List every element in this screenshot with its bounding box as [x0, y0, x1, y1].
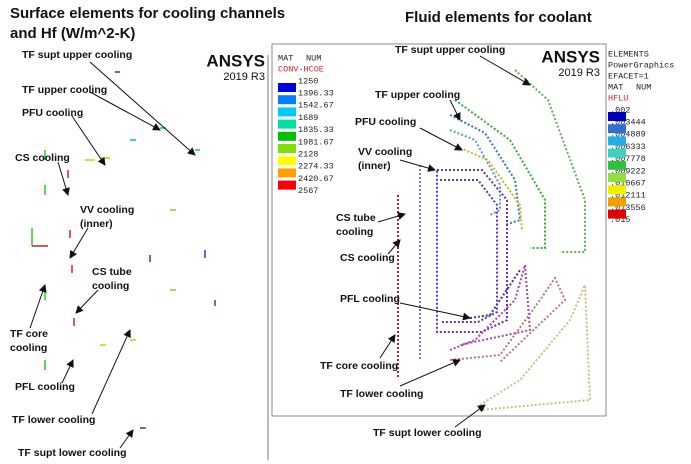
legend-swatch — [278, 181, 296, 190]
legend-title: HFLU — [608, 93, 628, 103]
legend-value: 1689 — [298, 113, 318, 123]
legend-header: PowerGraphics — [608, 60, 674, 70]
legend-value: 1250 — [298, 76, 318, 86]
legend-swatch — [278, 120, 296, 129]
legend-value: 2128 — [298, 149, 318, 159]
callout-label: PFL cooling — [340, 293, 400, 305]
callout-label: TF supt upper cooling — [22, 49, 132, 61]
legend-swatch — [278, 144, 296, 153]
callout-label: VV cooling — [80, 204, 134, 216]
legend-swatch — [608, 136, 626, 145]
legend-swatch — [278, 168, 296, 177]
panel-title: Fluid elements for coolant — [405, 9, 592, 26]
callout-label: CS tube — [92, 266, 132, 278]
legend-value: 1981.67 — [298, 137, 334, 147]
legend-swatch — [278, 107, 296, 116]
callout-label: cooling — [336, 226, 373, 238]
callout-label: CS cooling — [340, 252, 395, 264]
callout-arrow — [76, 290, 98, 313]
callout-label: TF supt upper cooling — [395, 44, 505, 56]
panel-title: Surface elements for cooling channels — [10, 5, 285, 22]
callout-label: (inner) — [358, 160, 391, 172]
figure: Surface elements for cooling channels and… — [0, 0, 691, 464]
legend-header: EFACET=1 — [608, 71, 649, 81]
callout-arrow — [378, 214, 405, 222]
legend-value: 1396.33 — [298, 88, 334, 98]
callout-label: CS cooling — [15, 152, 70, 164]
legend-swatch — [608, 173, 626, 182]
callout-label: (inner) — [80, 218, 113, 230]
callout-arrow — [30, 285, 45, 328]
legend-header: MAT — [608, 82, 623, 92]
callout-arrow — [72, 116, 105, 165]
legend-value: 1835.33 — [298, 125, 334, 135]
ansys-version: 2019 R3 — [223, 71, 265, 83]
legend-value: 2420.67 — [298, 174, 334, 184]
ansys-version: 2019 R3 — [558, 67, 600, 79]
callout-arrow — [62, 360, 73, 383]
ansys-logo: ANSYS — [206, 51, 265, 70]
ansys-logo: ANSYS — [541, 47, 600, 66]
callout-label: TF core — [10, 328, 48, 340]
legend-swatch — [278, 156, 296, 165]
callout-arrow — [90, 92, 160, 130]
legend-value: 2567 — [298, 186, 318, 196]
legend-swatch — [278, 132, 296, 141]
legend-header: ELEMENTS — [608, 49, 649, 59]
legend-header: NUM — [636, 82, 651, 92]
callout-label: PFU cooling — [355, 116, 416, 128]
callout-label: CS tube — [336, 212, 376, 224]
legend-swatch — [608, 197, 626, 206]
legend-swatch — [608, 210, 626, 219]
callout-label: cooling — [10, 342, 47, 354]
legend-swatch — [278, 83, 296, 92]
legend-header: NUM — [306, 53, 321, 63]
legend-title: CONV-HCOE — [278, 64, 324, 74]
callout-arrow — [400, 160, 435, 170]
callout-label: TF lower cooling — [340, 388, 423, 400]
legend-value: 1542.67 — [298, 101, 334, 111]
callout-label: PFL cooling — [15, 381, 75, 393]
callout-label: PFU cooling — [22, 107, 83, 119]
callout-label: TF supt lower cooling — [18, 447, 127, 459]
legend-swatch — [608, 161, 626, 170]
callout-label: TF supt lower cooling — [373, 427, 482, 439]
figure-canvas: Surface elements for cooling channels and… — [0, 0, 691, 464]
callout-label: TF upper cooling — [375, 89, 460, 101]
callout-label: VV cooling — [358, 146, 412, 158]
callout-arrow — [400, 360, 460, 386]
right-mesh — [398, 70, 590, 410]
legend-swatch — [608, 185, 626, 194]
callout-arrow — [400, 303, 470, 318]
legend-swatch — [608, 124, 626, 133]
callout-label: TF lower cooling — [12, 414, 95, 426]
callout-arrow — [480, 56, 530, 85]
callout-arrow — [70, 228, 88, 258]
left-mesh — [32, 72, 215, 428]
legend-swatch — [278, 95, 296, 104]
callout-arrow — [380, 335, 395, 358]
callout-label: TF core cooling — [320, 360, 398, 372]
legend-swatch — [608, 149, 626, 158]
legend-value: 2274.33 — [298, 162, 334, 172]
callout-arrow — [58, 162, 68, 195]
callout-arrow — [90, 62, 195, 155]
legend-swatch — [608, 112, 626, 121]
callout-arrow — [120, 430, 133, 448]
panel-title: and Hf (W/m^2-K) — [10, 25, 135, 42]
callout-arrow — [92, 330, 130, 414]
legend-header: MAT — [278, 53, 293, 63]
